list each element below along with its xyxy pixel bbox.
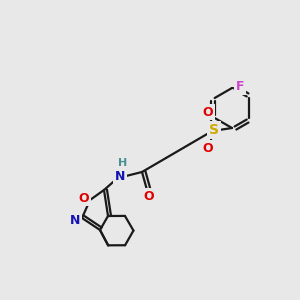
Text: O: O [144,190,154,202]
Text: O: O [203,106,213,118]
Text: N: N [70,214,80,226]
Text: O: O [203,142,213,154]
Text: O: O [79,191,89,205]
Text: S: S [209,123,219,137]
Text: N: N [115,169,125,182]
Text: F: F [236,80,244,94]
Text: H: H [118,158,127,168]
